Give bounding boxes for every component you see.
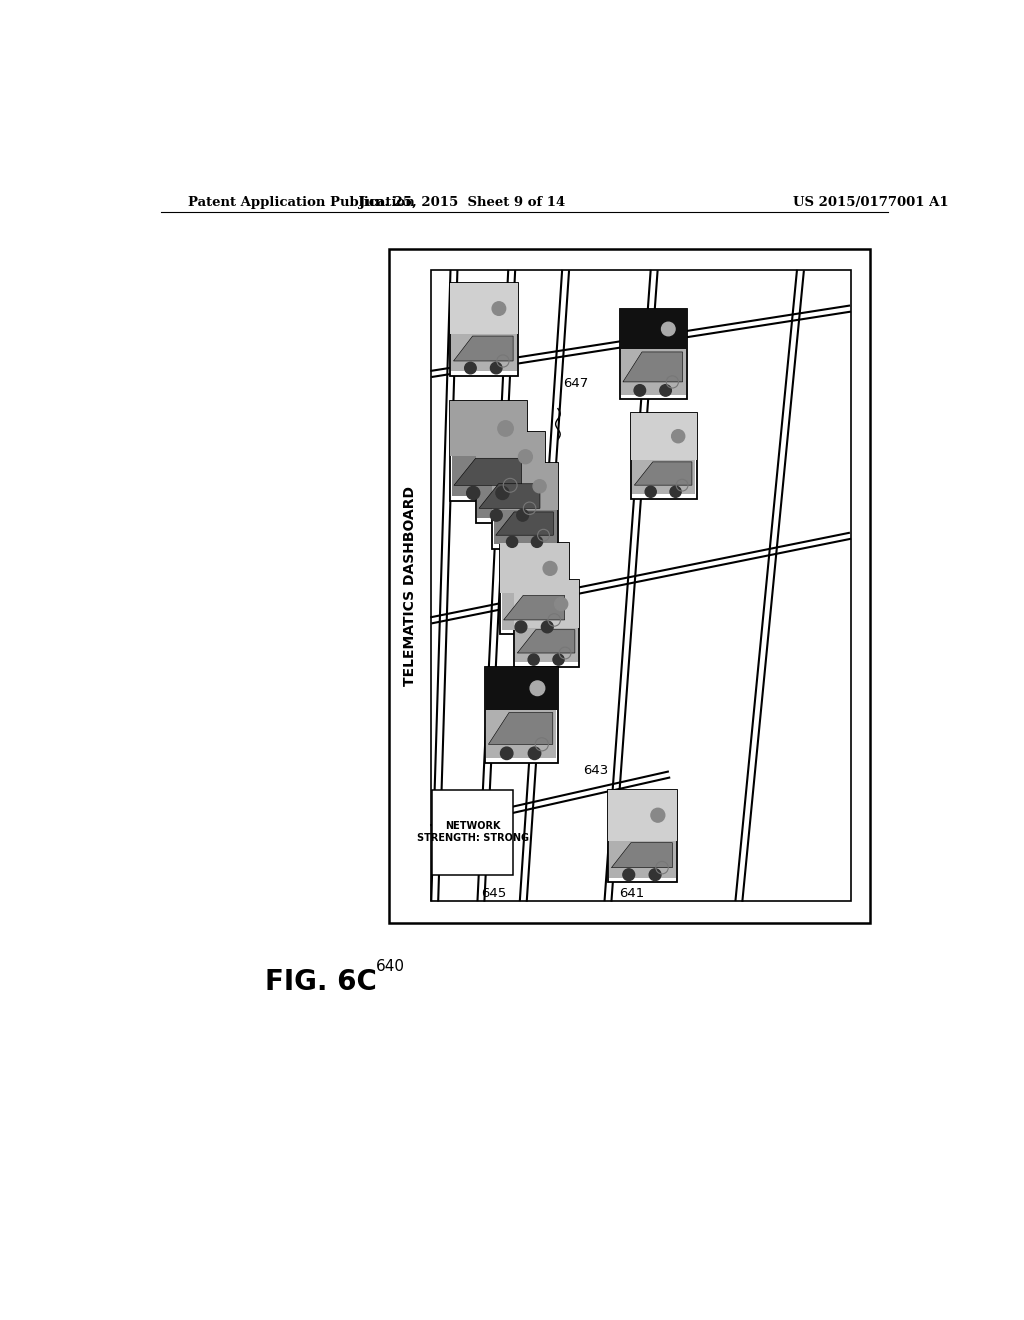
Polygon shape xyxy=(504,595,564,620)
Circle shape xyxy=(493,302,506,315)
Bar xyxy=(451,401,527,455)
Bar xyxy=(486,710,556,758)
Bar xyxy=(475,432,545,523)
Polygon shape xyxy=(611,842,673,867)
Bar xyxy=(475,432,545,482)
Bar xyxy=(431,271,851,902)
Circle shape xyxy=(518,450,532,463)
Bar xyxy=(451,401,527,502)
Circle shape xyxy=(542,620,553,632)
Bar xyxy=(609,841,676,878)
Bar xyxy=(631,412,696,499)
Circle shape xyxy=(555,598,567,611)
Bar xyxy=(514,581,580,667)
Circle shape xyxy=(517,510,528,521)
Text: 647: 647 xyxy=(563,376,589,389)
Circle shape xyxy=(672,430,685,442)
Circle shape xyxy=(530,681,545,696)
Circle shape xyxy=(467,486,480,499)
Bar xyxy=(608,789,677,882)
Bar xyxy=(500,544,569,635)
Text: Jun. 25, 2015  Sheet 9 of 14: Jun. 25, 2015 Sheet 9 of 14 xyxy=(358,195,565,209)
Bar xyxy=(608,789,677,841)
Circle shape xyxy=(634,384,645,396)
Circle shape xyxy=(507,536,518,548)
Polygon shape xyxy=(454,458,521,486)
Circle shape xyxy=(531,536,543,548)
Text: FIG. 6C: FIG. 6C xyxy=(265,969,377,997)
Circle shape xyxy=(465,362,476,374)
Circle shape xyxy=(543,561,557,576)
Bar xyxy=(484,667,558,710)
Polygon shape xyxy=(479,483,540,508)
Text: 643: 643 xyxy=(584,764,608,777)
Bar xyxy=(494,510,557,544)
Bar xyxy=(452,334,516,371)
Bar xyxy=(452,455,525,496)
Circle shape xyxy=(528,747,541,759)
Bar xyxy=(500,544,569,594)
Circle shape xyxy=(623,869,635,880)
Text: 641: 641 xyxy=(618,887,644,900)
Bar xyxy=(514,581,580,628)
Bar xyxy=(633,459,695,495)
Polygon shape xyxy=(488,713,553,744)
Circle shape xyxy=(528,653,540,665)
Circle shape xyxy=(490,510,502,521)
Circle shape xyxy=(651,808,665,822)
Text: TELEMATICS DASHBOARD: TELEMATICS DASHBOARD xyxy=(402,486,417,686)
Bar xyxy=(515,628,579,663)
Text: NETWORK
STRENGTH: STRONG: NETWORK STRENGTH: STRONG xyxy=(417,821,528,843)
Bar xyxy=(502,594,568,630)
Text: US 2015/0177001 A1: US 2015/0177001 A1 xyxy=(793,195,948,209)
Polygon shape xyxy=(517,630,574,653)
Circle shape xyxy=(645,486,656,498)
Polygon shape xyxy=(454,337,513,360)
Circle shape xyxy=(501,747,513,759)
Text: Patent Application Publication: Patent Application Publication xyxy=(188,195,415,209)
Bar xyxy=(631,412,696,459)
Circle shape xyxy=(496,486,509,499)
Bar xyxy=(620,309,687,400)
Circle shape xyxy=(649,869,660,880)
Circle shape xyxy=(670,486,681,498)
Bar xyxy=(620,309,687,350)
Circle shape xyxy=(490,362,502,374)
Polygon shape xyxy=(623,352,683,381)
Polygon shape xyxy=(496,512,553,535)
Bar xyxy=(451,284,518,334)
Circle shape xyxy=(553,653,564,665)
Text: 640: 640 xyxy=(376,960,404,974)
Circle shape xyxy=(515,620,526,632)
Bar xyxy=(432,789,513,875)
Polygon shape xyxy=(634,462,692,486)
Bar xyxy=(621,350,686,395)
Bar xyxy=(477,482,544,517)
Bar xyxy=(493,462,558,549)
Bar xyxy=(484,667,558,763)
Circle shape xyxy=(534,479,546,492)
Bar xyxy=(493,462,558,510)
Circle shape xyxy=(659,384,672,396)
Circle shape xyxy=(498,421,513,436)
Bar xyxy=(388,249,869,923)
Text: 645: 645 xyxy=(481,887,506,900)
Bar xyxy=(451,284,518,376)
Circle shape xyxy=(662,322,675,335)
